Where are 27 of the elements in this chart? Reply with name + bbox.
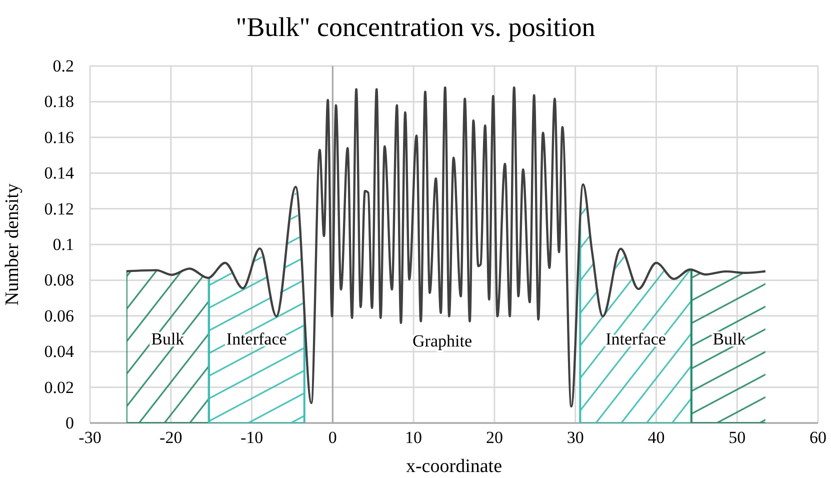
x-tick-label: -20 <box>160 428 182 448</box>
y-tick-label: 0.16 <box>44 128 74 147</box>
line-series <box>125 86 767 408</box>
y-tick-label: 0.04 <box>44 342 74 362</box>
band-label: Bulk <box>712 329 746 348</box>
x-tick-label: 40 <box>648 428 665 448</box>
y-tick-label: 0.2 <box>52 56 74 76</box>
y-tick-label: 0.18 <box>44 92 74 112</box>
chart-title: "Bulk" concentration vs. position <box>236 12 596 42</box>
x-axis-title: x-coordinate <box>406 456 502 477</box>
x-tick-label: 10 <box>405 428 422 448</box>
y-tick-label: 0 <box>66 413 74 432</box>
annotation: Graphite <box>412 331 472 350</box>
x-tick-label: 0 <box>328 428 337 448</box>
x-tick-label: 20 <box>486 428 503 448</box>
y-tick-label: 0.06 <box>44 306 74 326</box>
y-tick-label: 0.1 <box>52 234 74 254</box>
x-tick-label: 60 <box>810 428 826 448</box>
y-tick-label: 0.14 <box>44 164 74 183</box>
x-tick-label: 30 <box>566 428 584 448</box>
x-tick-label: 50 <box>728 428 746 448</box>
y-tick-label: 0.12 <box>44 199 74 218</box>
y-tick-label: 0.02 <box>44 378 74 397</box>
y-axis-title: Number density <box>2 183 23 306</box>
x-tick-label: -10 <box>240 428 264 448</box>
x-tick-label: -30 <box>78 428 102 448</box>
y-tick-label: 0.08 <box>44 270 74 290</box>
